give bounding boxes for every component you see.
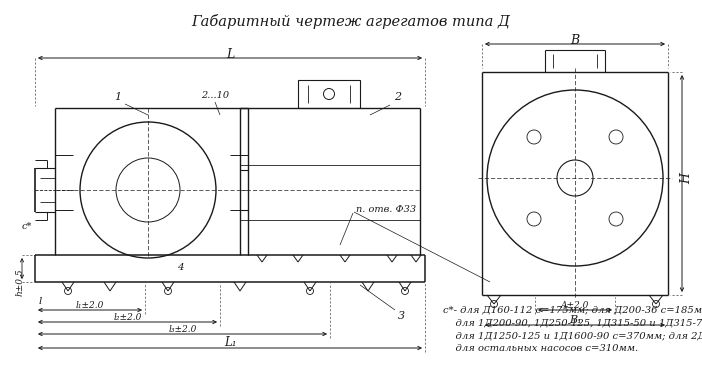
Text: L: L bbox=[226, 47, 234, 60]
Text: 4: 4 bbox=[177, 263, 183, 273]
Text: h±0.5: h±0.5 bbox=[15, 268, 25, 296]
Text: l: l bbox=[39, 298, 42, 306]
Text: L₁: L₁ bbox=[224, 336, 237, 350]
Bar bbox=[298, 80, 360, 108]
Text: l₂±2.0: l₂±2.0 bbox=[113, 313, 142, 321]
Text: Габаритный чертеж агрегатов типа Д: Габаритный чертеж агрегатов типа Д bbox=[192, 14, 510, 29]
Text: 3: 3 bbox=[398, 311, 405, 321]
Text: для 1Д200-90, 1Д250-125, 1Д315-50 и 1Д315-71 с=190мм;: для 1Д200-90, 1Д250-125, 1Д315-50 и 1Д31… bbox=[443, 318, 702, 327]
Text: c*: c* bbox=[22, 222, 32, 231]
Text: l₁±2.0: l₁±2.0 bbox=[76, 301, 104, 310]
Text: H: H bbox=[680, 172, 694, 184]
Text: 2: 2 bbox=[395, 92, 402, 102]
Text: с*- для Д160-112 с=175мм; для Д200-36 с=185мм; для Д320-50 с=215мм;: с*- для Д160-112 с=175мм; для Д200-36 с=… bbox=[443, 305, 702, 314]
Text: для 1Д1250-125 и 1Д1600-90 с=370мм; для 2Д2000-21 с=485мм;: для 1Д1250-125 и 1Д1600-90 с=370мм; для … bbox=[443, 331, 702, 340]
Text: l₃±2.0: l₃±2.0 bbox=[168, 325, 197, 333]
Text: для остальных насосов с=310мм.: для остальных насосов с=310мм. bbox=[443, 344, 638, 353]
Text: B₁: B₁ bbox=[569, 315, 581, 325]
Text: B: B bbox=[571, 33, 580, 47]
Text: 1: 1 bbox=[114, 92, 121, 102]
Text: 2...10: 2...10 bbox=[201, 91, 229, 100]
Text: п. отв. Ф33: п. отв. Ф33 bbox=[356, 206, 416, 214]
Text: A±2.0: A±2.0 bbox=[561, 301, 589, 310]
